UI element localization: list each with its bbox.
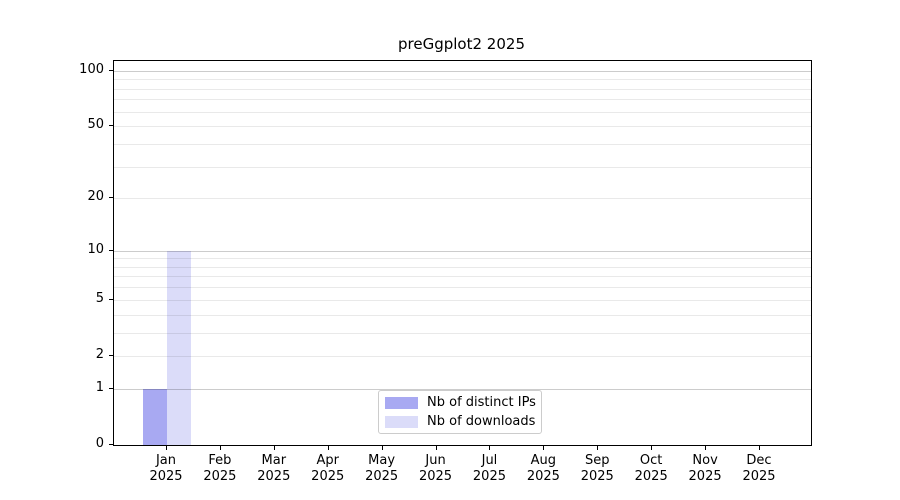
y-tick-mark-2 — [109, 354, 113, 356]
plot-area — [113, 60, 812, 446]
gridline-y-9 — [114, 258, 811, 259]
y-tick-label-2: 2 — [95, 346, 104, 362]
x-tick-mark-dec — [759, 446, 760, 450]
x-tick-label-oct: Oct 2025 — [634, 453, 668, 484]
x-tick-label-sep: Sep 2025 — [580, 453, 614, 484]
y-tick-mark-0 — [109, 444, 113, 445]
legend-label-nb-of-downloads: Nb of downloads — [427, 413, 536, 429]
x-tick-mark-jun — [435, 446, 437, 450]
chart-title: preGgplot2 2025 — [398, 35, 525, 53]
y-tick-mark-1 — [109, 387, 113, 389]
x-tick-mark-jul — [489, 446, 491, 450]
x-tick-mark-may — [381, 446, 383, 450]
legend-swatch-nb-of-distinct-ips — [385, 396, 418, 409]
legend-item-nb-of-downloads: Nb of downloads — [385, 414, 541, 430]
x-tick-label-dec: Dec 2025 — [742, 453, 776, 484]
gridline-y-20 — [114, 198, 811, 199]
y-tick-mark-50 — [109, 125, 113, 127]
x-tick-mark-aug — [543, 446, 545, 450]
x-tick-mark-nov — [705, 446, 707, 450]
gridline-y-6 — [114, 287, 811, 288]
legend-label-nb-of-distinct-ips: Nb of distinct IPs — [427, 394, 536, 410]
bar-nb-of-downloads-jan — [167, 250, 191, 445]
gridline-y-70 — [114, 99, 811, 100]
gridline-y-60 — [114, 112, 811, 113]
x-tick-mark-mar — [273, 446, 275, 450]
x-tick-label-nov: Nov 2025 — [688, 453, 722, 484]
y-tick-label-1: 1 — [95, 379, 104, 395]
y-tick-mark-100 — [109, 69, 113, 71]
x-tick-label-jul: Jul 2025 — [472, 453, 506, 484]
gridline-y-80 — [114, 89, 811, 90]
gridline-y-2 — [114, 356, 811, 357]
gridline-y-1 — [114, 389, 811, 390]
gridline-y-8 — [114, 267, 811, 268]
gridline-y-3 — [114, 333, 811, 334]
x-tick-mark-apr — [327, 446, 329, 450]
x-tick-mark-oct — [651, 446, 653, 450]
gridline-y-5 — [114, 300, 811, 301]
x-tick-mark-feb — [219, 446, 221, 450]
gridline-y-40 — [114, 144, 811, 145]
gridline-y-90 — [114, 79, 811, 80]
x-tick-label-aug: Aug 2025 — [526, 453, 560, 484]
y-tick-label-100: 100 — [79, 61, 104, 77]
y-tick-mark-5 — [109, 298, 113, 300]
x-tick-label-jan: Jan 2025 — [149, 453, 183, 484]
gridline-y-30 — [114, 167, 811, 168]
y-tick-label-10: 10 — [87, 241, 104, 257]
x-tick-mark-jan — [166, 446, 167, 450]
y-tick-label-0: 0 — [95, 436, 104, 451]
bar-nb-of-distinct-ips-jan — [143, 388, 167, 445]
x-tick-label-mar: Mar 2025 — [257, 453, 291, 484]
y-tick-label-20: 20 — [87, 189, 104, 205]
y-tick-label-5: 5 — [95, 290, 104, 306]
gridline-y-7 — [114, 276, 811, 277]
legend-swatch-nb-of-downloads — [385, 415, 418, 428]
gridline-y-10 — [114, 251, 811, 252]
gridline-y-4 — [114, 315, 811, 316]
x-tick-label-may: May 2025 — [365, 453, 399, 484]
x-tick-label-jun: Jun 2025 — [418, 453, 453, 484]
legend-item-nb-of-distinct-ips: Nb of distinct IPs — [385, 395, 541, 411]
x-tick-label-apr: Apr 2025 — [311, 453, 345, 484]
y-tick-mark-20 — [109, 197, 113, 199]
gridline-y-100 — [114, 71, 811, 72]
y-tick-mark-10 — [109, 249, 113, 251]
legend: Nb of distinct IPs Nb of downloads — [378, 390, 542, 434]
x-tick-label-feb: Feb 2025 — [203, 453, 237, 484]
x-tick-mark-sep — [597, 446, 599, 450]
y-tick-label-50: 50 — [87, 117, 104, 133]
gridline-y-50 — [114, 126, 811, 127]
